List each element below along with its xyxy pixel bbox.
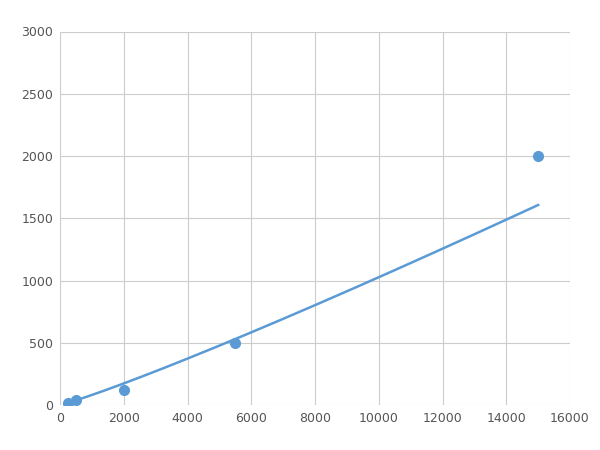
Point: [119, 387, 128, 394]
Point: [533, 153, 543, 160]
Point: [71, 396, 81, 404]
Point: [230, 339, 240, 346]
Point: [63, 399, 73, 406]
